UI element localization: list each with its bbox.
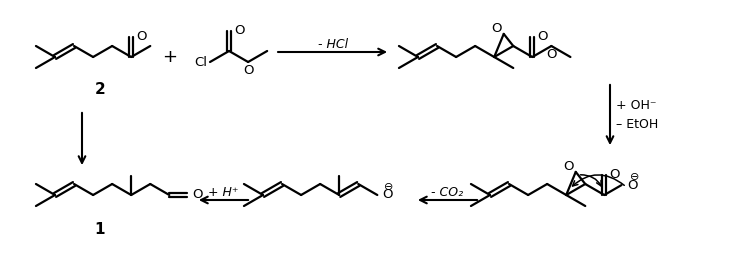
Text: + OH⁻
– EtOH: + OH⁻ – EtOH (616, 99, 658, 131)
Text: O: O (563, 160, 574, 173)
Text: + H⁺: + H⁺ (208, 187, 239, 199)
Text: ⊖: ⊖ (630, 172, 639, 182)
Text: - HCl: - HCl (317, 38, 348, 52)
FancyArrowPatch shape (573, 175, 624, 186)
Text: O: O (383, 189, 393, 202)
Text: O: O (192, 189, 202, 202)
Text: ⊖: ⊖ (383, 182, 393, 192)
Text: Cl: Cl (194, 56, 207, 69)
Text: O: O (627, 179, 638, 192)
Text: 2: 2 (94, 83, 106, 97)
FancyArrowPatch shape (580, 175, 601, 186)
Text: O: O (537, 30, 548, 43)
Text: O: O (546, 48, 557, 61)
Text: +: + (163, 48, 178, 66)
Text: O: O (234, 24, 244, 37)
Text: - CO₂: - CO₂ (432, 187, 464, 199)
Text: O: O (243, 64, 253, 77)
Text: O: O (491, 22, 502, 35)
Text: 1: 1 (95, 222, 106, 238)
Text: O: O (609, 168, 620, 181)
Text: O: O (136, 30, 146, 43)
